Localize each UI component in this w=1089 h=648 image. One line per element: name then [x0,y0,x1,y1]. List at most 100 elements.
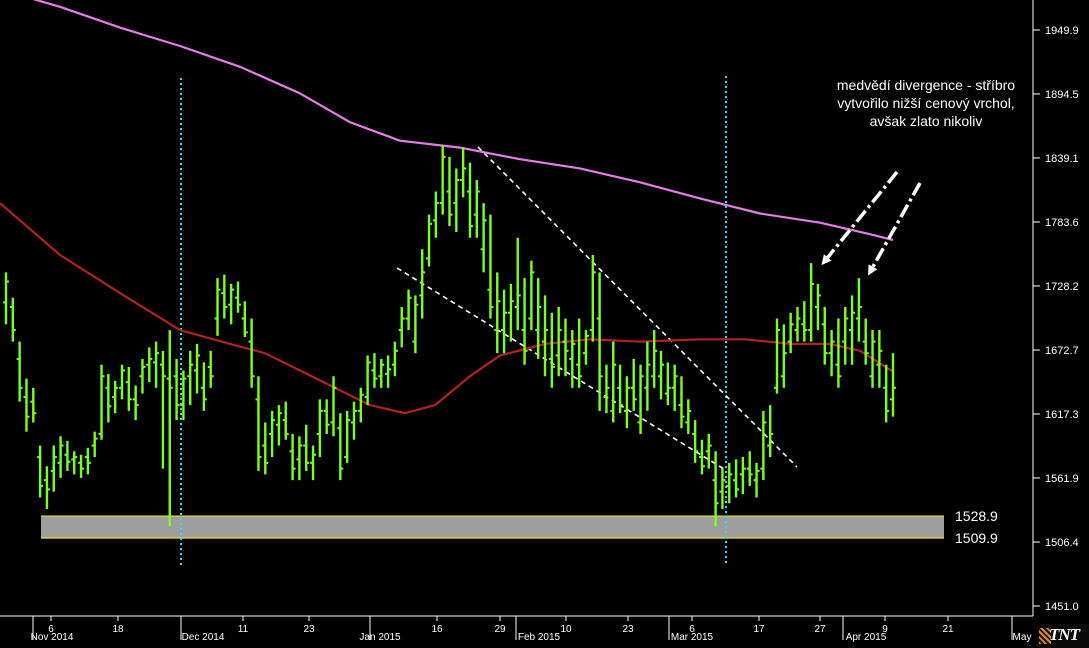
price-bar [589,255,596,342]
price-bar [30,387,37,423]
ma-line-ma_short [0,202,894,415]
price-bar [630,358,637,411]
y-tick-label: 1451.0 [1045,601,1079,613]
x-tick-label: 27 [814,624,826,635]
price-bar [228,283,235,325]
price-bar [180,370,187,421]
y-tick-label: 1672.7 [1045,345,1079,357]
price-bar [357,387,364,423]
price-bar [385,355,392,388]
support-zone-labels: 1528.9 1509.9 [955,508,998,546]
tnt-logo: TNT [1037,624,1089,648]
x-tick-label: 6 [48,624,54,635]
x-tick-label: 23 [622,624,634,635]
price-bar [194,343,201,394]
price-bar [617,364,624,414]
y-tick-label: 1561.9 [1045,473,1079,485]
price-bar [460,147,467,198]
price-bar [739,457,746,495]
price-bar [344,410,351,463]
price-bar [23,378,30,432]
price-bar [289,433,296,481]
price-bar [828,330,835,377]
price-bar [542,295,549,377]
x-tick-label: Feb 2015 [518,632,561,643]
price-bar [494,272,501,354]
price-bar [466,162,473,238]
x-tick-label: May [1013,632,1032,643]
price-bar [207,350,214,388]
support-zone [41,515,944,539]
price-bar [869,330,876,388]
x-tick-label: 10 [560,624,572,635]
price-bar [446,156,453,227]
price-bar [364,355,371,406]
price-bar [774,318,781,394]
price-bar [733,459,740,498]
divergence-arrows [821,170,922,276]
price-bar [692,420,699,463]
price-bar [862,318,869,365]
price-bar [241,301,248,337]
support-lower-label: 1509.9 [955,530,998,546]
trendlines [396,146,798,470]
y-axis: 1949.9 1894.5 1839.1 1783.6 1728.2 1672.7 1617… [1032,0,1079,616]
price-bar [664,362,671,406]
price-bar [84,447,91,475]
price-bar [391,341,398,377]
price-bar [712,451,719,527]
price-bar [582,330,589,365]
price-bar [814,283,821,331]
x-tick-label: 17 [753,624,765,635]
support-zone-rect [41,516,944,538]
price-bar [98,364,105,440]
price-bar [623,376,630,429]
y-tick-label: 1506.4 [1045,537,1079,549]
x-tick-label: 18 [112,624,124,635]
price-bar [132,385,139,421]
price-bar [16,341,23,402]
price-bar [849,295,856,365]
y-tick-label: 1783.6 [1045,217,1079,229]
price-bar [200,362,207,411]
x-tick-label: Nov 2014 [31,632,74,643]
ma-line-ma_long [32,0,894,242]
y-tick-label: 1949.9 [1045,25,1079,37]
trendline-lower [396,267,725,470]
price-bar [269,410,276,458]
price-bar [3,272,9,325]
price-bar [767,405,774,458]
price-bar [146,347,153,383]
price-bar [412,295,419,354]
price-bar [753,462,760,498]
price-bar [125,367,132,411]
price-bar [637,364,644,434]
price-bar [214,278,221,336]
price-bar [651,330,658,388]
price-bar [310,445,317,481]
price-bar [166,330,173,527]
price-bar [685,399,692,434]
price-bar [521,278,528,365]
price-bar [112,380,119,414]
price-bar [91,431,98,458]
arrow-1 [821,170,899,266]
x-tick-label: 6 [689,624,695,635]
price-bar [746,451,753,486]
x-tick-label: Mar 2015 [671,632,714,643]
price-bar [187,350,194,406]
moving-averages [0,0,894,415]
price-bar [760,410,767,481]
price-bar [64,440,71,471]
price-bar [507,283,514,342]
y-tick-label: 1728.2 [1045,281,1079,293]
price-bar [296,436,303,481]
price-bar [105,373,112,423]
price-bar [398,306,405,348]
price-bar [501,289,508,354]
price-bar [698,439,705,475]
price-bar [610,341,617,423]
price-bar [439,145,446,215]
price-bar [37,445,44,498]
price-bar [262,422,269,475]
